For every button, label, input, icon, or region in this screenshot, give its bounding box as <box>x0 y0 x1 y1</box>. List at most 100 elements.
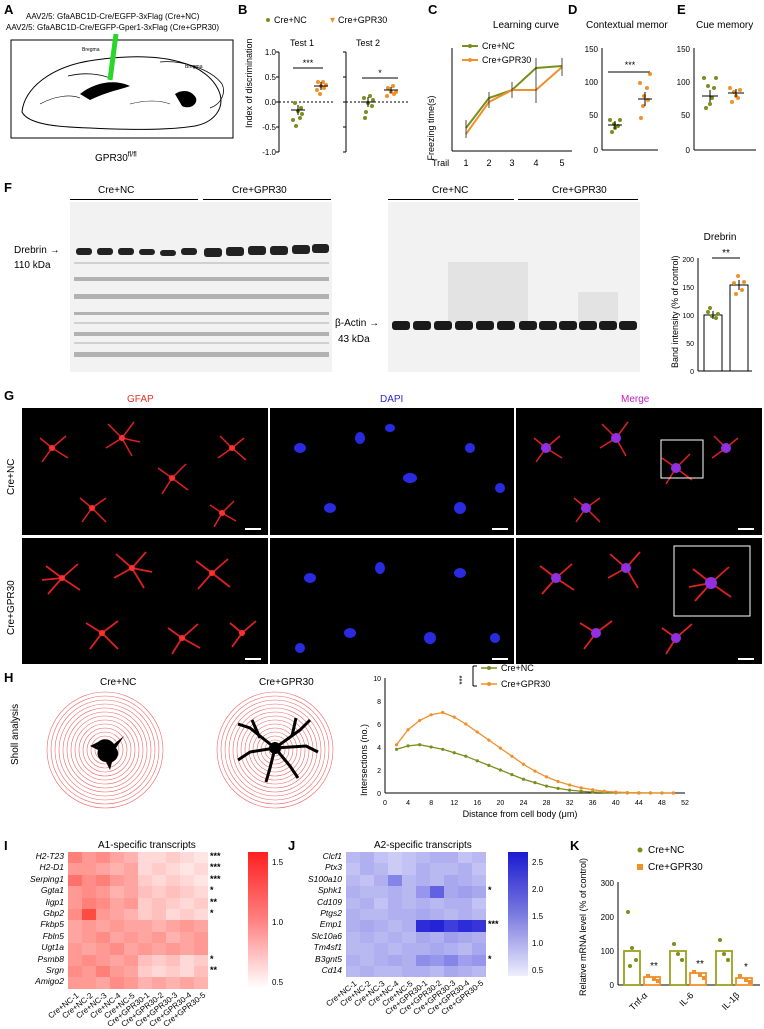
scale-bar <box>245 528 261 530</box>
heatmap-cell <box>110 977 124 989</box>
series-point <box>602 789 606 793</box>
panel-d-contextual-memory: Contextual memory 0 50 100 150 *** <box>585 20 668 155</box>
heatmap-cell <box>180 966 194 978</box>
xtick: 12 <box>450 800 458 807</box>
series-point <box>533 769 537 773</box>
heatmap-cell <box>138 874 152 887</box>
heatmap-cell <box>138 909 152 921</box>
series-point <box>475 730 479 734</box>
heatmap-cell <box>444 863 458 875</box>
gene-label: Clcf1 <box>322 851 342 861</box>
heatmap-cell <box>458 863 472 875</box>
panel-label-k: K <box>570 838 580 853</box>
heatmap-cell <box>152 943 166 955</box>
blot2-group1-label: Cre+NC <box>432 185 469 196</box>
x-axis-label: Trail <box>432 158 449 168</box>
heatmap-cell <box>96 863 110 875</box>
heatmap-cell <box>166 897 180 909</box>
ytick-100: 100 <box>677 78 691 87</box>
heatmap-cell <box>388 943 402 955</box>
ytick-150: 150 <box>682 285 694 292</box>
sig-marker: *** <box>210 873 221 884</box>
series-point <box>394 747 399 751</box>
gene-label: Fkbp5 <box>40 919 64 930</box>
heatmap-cell <box>458 897 472 909</box>
sig: *** <box>625 60 636 70</box>
heatmap-cell <box>124 920 138 932</box>
heatmap-cell <box>472 920 486 932</box>
heatmap-cell <box>166 931 180 944</box>
heatmap-cell <box>152 966 166 978</box>
heatmap-cell <box>402 874 416 887</box>
heatmap-cell <box>194 920 208 932</box>
heatmap-cell <box>458 909 472 921</box>
heatmap-cell <box>458 886 472 898</box>
gene-label: Ugt1a <box>41 942 64 953</box>
heatmap-cell <box>110 886 124 898</box>
series-point <box>418 743 422 747</box>
svg-text:▾: ▾ <box>330 15 335 26</box>
heatmap-cell <box>472 874 486 887</box>
col-dapi: DAPI <box>380 394 404 405</box>
ytick-0: 0 <box>690 369 694 376</box>
heatmap-cell <box>388 920 402 932</box>
scale-bar <box>738 528 754 530</box>
heatmap-cell <box>124 909 138 921</box>
heatmap-cell <box>68 920 82 932</box>
ytick-200: 200 <box>601 913 615 922</box>
series-point <box>637 791 641 795</box>
heatmap-cell <box>194 954 208 966</box>
heatmap-cell <box>68 977 82 989</box>
group4-bar <box>518 199 638 200</box>
series-point <box>464 754 468 758</box>
heatmap-cell <box>180 977 194 989</box>
series-point <box>406 744 410 748</box>
heatmap-cell <box>444 954 458 966</box>
heatmap-cell <box>402 943 416 955</box>
series-point <box>418 718 422 723</box>
heatmap-cell <box>138 943 152 955</box>
chart-title: Drebrin <box>704 232 737 243</box>
heatmap-cell <box>444 920 458 932</box>
gene-label: Ptx3 <box>324 862 342 873</box>
y-axis-label: Intersections (no.) <box>359 724 369 796</box>
scale-tick: 2.5 <box>532 858 544 867</box>
sig-marker: *** <box>210 851 221 861</box>
heatmap-cell <box>180 954 194 966</box>
y-axis-label: Band intensity (% of control) <box>670 255 680 368</box>
virus-line-1: AAV2/5: GfaABC1D-Cre/EGFP-3xFlag (Cre+NC… <box>26 12 200 21</box>
heatmap-cell <box>430 909 444 921</box>
heatmap-cell <box>360 943 374 955</box>
test2-title: Test 2 <box>356 38 380 48</box>
micrograph-gfap-cre-nc <box>22 408 268 535</box>
heatmap-cell <box>458 931 472 944</box>
heatmap-cell <box>472 897 486 909</box>
brain-sagittal-diagram: Bregma Bregma <box>10 34 234 139</box>
gene-label: Sphk1 <box>317 885 342 896</box>
heatmap-cell <box>68 966 82 978</box>
y-axis-label: Freezing time(s) <box>426 95 436 160</box>
heatmap-cell <box>166 863 180 875</box>
heatmap-cell <box>458 852 472 864</box>
bar-tnf-cre-nc <box>623 950 641 986</box>
sholl-analysis-label: Sholl analysis <box>10 703 21 765</box>
colorbar-j <box>508 852 528 976</box>
sig-il1b: * <box>744 962 748 973</box>
sig-tnf: ** <box>650 961 658 972</box>
series-line-1 <box>396 744 674 794</box>
heatmap-cell <box>194 852 208 864</box>
panel-label-b: B <box>238 2 248 17</box>
heatmap-cell <box>68 954 82 966</box>
heatmap-cell <box>374 954 388 966</box>
series-line-2 <box>396 711 674 794</box>
ytick-6: 6 <box>377 722 381 729</box>
panel-label-f: F <box>4 180 12 195</box>
heatmap-cell <box>166 852 180 864</box>
row-cre-nc: Cre+NC <box>6 458 17 495</box>
heatmap-cell <box>402 852 416 864</box>
heatmap-cell <box>110 966 124 978</box>
row-cre-gpr30: Cre+GPR30 <box>6 580 17 635</box>
bregma-label-2: Bregma <box>185 64 203 70</box>
series-point <box>591 790 595 794</box>
scale-bar <box>245 658 261 660</box>
